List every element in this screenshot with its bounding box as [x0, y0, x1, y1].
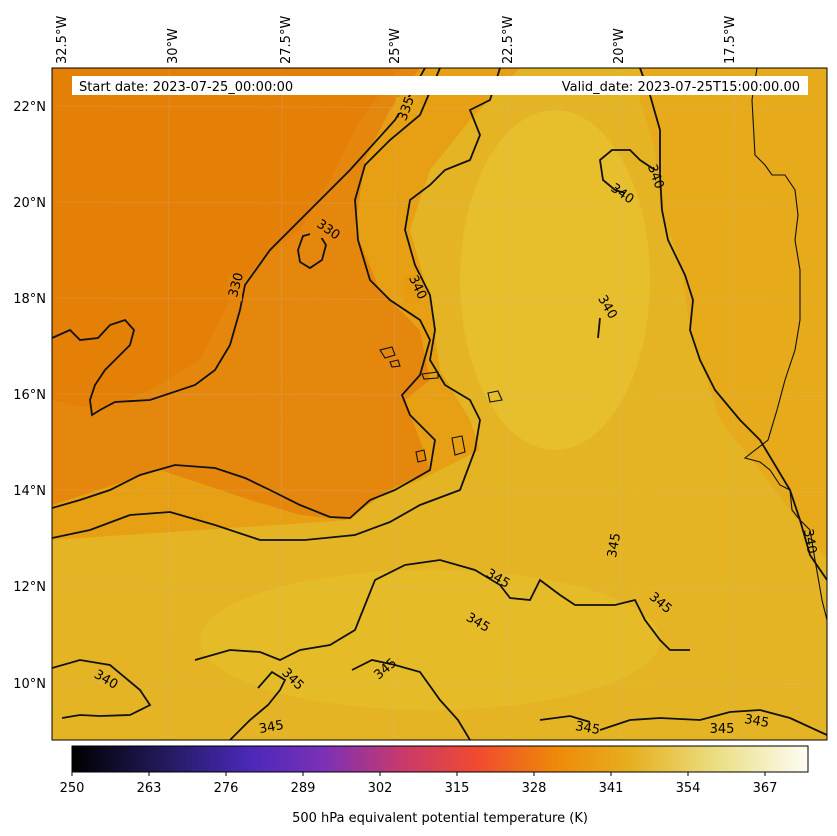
- contour-330-west: [52, 68, 426, 417]
- lon-tick-label: 25°W: [388, 28, 403, 64]
- colorbar-tick-label: 315: [445, 781, 470, 796]
- colorbar-tick-label: 354: [676, 781, 701, 796]
- field-mid-band: [52, 68, 520, 540]
- lon-tick-label: 27.5°W: [279, 16, 294, 64]
- contour-335: [52, 68, 441, 519]
- lat-tick-label: 10°N: [13, 677, 46, 692]
- coastlines: [379, 68, 827, 621]
- longitude-ticks: 32.5°W 30°W 27.5°W 25°W 22.5°W 20°W 17.5…: [55, 16, 738, 64]
- colorbar-tick-label: 328: [522, 781, 547, 796]
- latitude-ticks: 22°N 20°N 18°N 16°N 14°N 12°N 10°N: [13, 100, 46, 692]
- lat-tick-label: 22°N: [13, 100, 46, 115]
- contour-340-inner: [52, 68, 501, 541]
- field-warm-south: [200, 570, 660, 710]
- colorbar-gradient: [71, 745, 809, 773]
- island-cv-4: [451, 435, 466, 456]
- colorbar-tick-label: 302: [368, 781, 393, 796]
- colorbar-tick-label: 289: [291, 781, 316, 796]
- coast-africa: [743, 68, 827, 621]
- lat-tick-label: 12°N: [13, 580, 46, 595]
- start-date-label: Start date: 2023-07-25_00:00:00: [79, 80, 293, 95]
- field-cool-core: [52, 68, 400, 410]
- colorbar-tick-label: 263: [137, 781, 162, 796]
- island-cv-3: [421, 371, 439, 380]
- lon-tick-label: 17.5°W: [723, 16, 738, 64]
- contour-345-d: [599, 709, 827, 736]
- colorbar-tick-label: 341: [599, 781, 624, 796]
- contour-340-east: [639, 68, 827, 581]
- contour-345-c: [351, 659, 471, 740]
- lat-tick-label: 18°N: [13, 292, 46, 307]
- colorbar-tick-label: 250: [60, 781, 85, 796]
- field-warm-core: [460, 110, 650, 450]
- contour-label: 330: [226, 271, 247, 299]
- valid-date-label: Valid_date: 2023-07-25T15:00:00.00: [562, 80, 800, 95]
- contour-340-loop-ne: [599, 149, 656, 194]
- info-box: [72, 76, 808, 95]
- lon-tick-label: 30°W: [166, 28, 181, 64]
- field-east-mid: [640, 68, 827, 560]
- contour-label: 345: [605, 532, 624, 559]
- colorbar: 250 263 276 289 302 315 328 341 354 367 …: [60, 745, 809, 826]
- lon-tick-label: 32.5°W: [55, 16, 70, 64]
- contour-label: 345: [743, 712, 770, 731]
- temperature-field: [52, 68, 827, 740]
- lon-tick-label: 20°W: [612, 28, 627, 64]
- contour-label: 345: [710, 722, 735, 737]
- gridlines: [52, 68, 827, 740]
- contours: [52, 68, 827, 740]
- island-cv-2: [389, 359, 401, 368]
- contour-label: 345: [574, 719, 601, 738]
- contour-345-e: [539, 715, 591, 723]
- map-frame: [51, 67, 828, 741]
- colorbar-tick-label: 367: [753, 781, 778, 796]
- colorbar-ticks: [71, 772, 766, 776]
- lat-tick-label: 20°N: [13, 196, 46, 211]
- contour-345-south: [52, 659, 152, 719]
- island-cv-6: [487, 390, 503, 403]
- colorbar-tick-label: 276: [214, 781, 239, 796]
- lat-tick-label: 14°N: [13, 484, 46, 499]
- colorbar-title: 500 hPa equivalent potential temperature…: [292, 811, 588, 826]
- contour-label: 345: [258, 718, 285, 737]
- island-cv-1: [379, 346, 396, 359]
- lon-tick-label: 22.5°W: [501, 16, 516, 64]
- lat-tick-label: 16°N: [13, 388, 46, 403]
- contour-label: 340: [800, 528, 819, 555]
- island-cv-5: [415, 449, 427, 463]
- contour-345-b: [229, 670, 287, 740]
- contour-340-tick: [597, 317, 601, 339]
- contour-345-main: [194, 559, 690, 661]
